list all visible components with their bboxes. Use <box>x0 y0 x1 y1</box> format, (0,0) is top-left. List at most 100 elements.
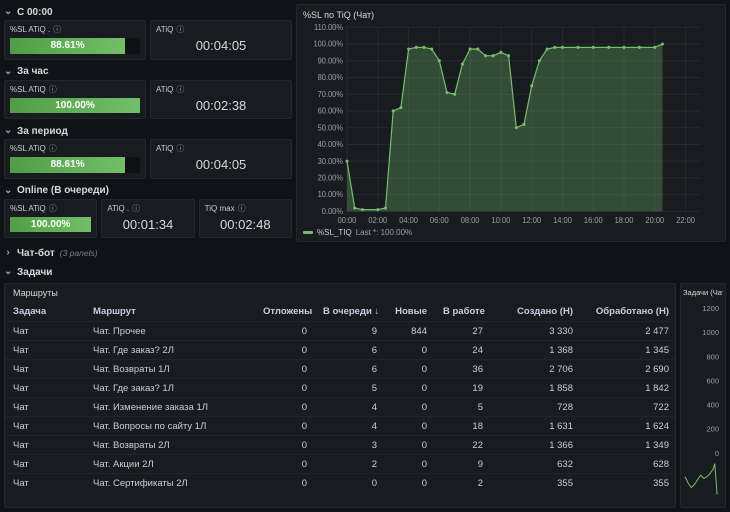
svg-text:400: 400 <box>707 401 719 410</box>
svg-text:1000: 1000 <box>702 328 719 337</box>
table-cell: 1 631 <box>491 416 581 436</box>
routes-table-body: Чат Чат. Прочее 0 9 844 27 3 330 2 477 Чат Чат. Г… <box>5 321 675 492</box>
stat-panel: TiQ max ⓘ 00:02:48 <box>198 198 292 238</box>
column-header[interactable]: Задача <box>13 306 47 317</box>
info-icon[interactable]: ⓘ <box>176 144 185 153</box>
svg-text:80.00%: 80.00% <box>318 73 344 82</box>
svg-text:14:00: 14:00 <box>553 216 572 225</box>
stat-panel: %SL ATiQ ⓘ 100.00% <box>4 198 98 238</box>
table-cell: 2 706 <box>491 359 581 379</box>
table-row[interactable]: Чат Чат. Вопросы по сайту 1Л 0 4 0 18 1 631 1 6… <box>5 416 675 436</box>
column-header[interactable]: В работе <box>443 306 485 317</box>
svg-text:0.00%: 0.00% <box>322 207 343 216</box>
stat-panel-title[interactable]: ATiQ ⓘ <box>151 140 291 155</box>
table-cell: 9 <box>315 321 385 341</box>
info-icon[interactable]: ⓘ <box>132 203 141 213</box>
column-header[interactable]: Отложены <box>263 306 313 317</box>
table-cell: 0 <box>385 378 435 398</box>
table-row[interactable]: Чат Чат. Где заказ? 2Л 0 6 0 24 1 368 1 345 <box>5 340 675 360</box>
legend-series-label[interactable]: %SL_TIQ <box>317 227 352 237</box>
column-header[interactable]: Создано (Н) <box>517 306 573 317</box>
table-row[interactable]: Чат Чат. Возвраты 2Л 0 3 0 22 1 366 1 349 <box>5 435 675 455</box>
stat-panel-title-text: ATiQ <box>156 84 174 94</box>
svg-text:30.00%: 30.00% <box>318 157 344 166</box>
table-cell: 0 <box>255 397 315 417</box>
svg-text:02:00: 02:00 <box>368 216 387 225</box>
stat-panel-title[interactable]: ATiQ . ⓘ <box>102 200 193 215</box>
stat-panel-title[interactable]: ATiQ ⓘ <box>151 21 291 36</box>
stat-panel-title-text: %SL ATiQ . <box>10 25 51 34</box>
info-icon[interactable]: ⓘ <box>176 84 185 94</box>
column-header[interactable]: Обработано (Н) <box>595 306 669 317</box>
table-row[interactable]: Чат Чат. Где заказ? 1Л 0 5 0 19 1 858 1 842 <box>5 378 675 398</box>
table-cell: 5 <box>315 378 385 398</box>
column-header[interactable]: В очереди ↓ <box>323 306 380 317</box>
table-cell: 9 <box>435 454 491 474</box>
routes-table-title[interactable]: Маршруты <box>13 288 58 298</box>
stat-panel-title[interactable]: %SL ATiQ ⓘ <box>5 200 96 215</box>
stat-panel: %SL ATiQ ⓘ 88.61% <box>4 139 146 179</box>
table-cell: Чат <box>5 416 85 436</box>
table-cell: 18 <box>435 416 491 436</box>
stat-panel-title[interactable]: TiQ max ⓘ <box>200 200 291 215</box>
svg-text:00:00: 00:00 <box>338 216 357 225</box>
stat-panel-title[interactable]: ATiQ ⓘ <box>151 81 291 96</box>
table-row[interactable]: Чат Чат. Акции 2Л 0 2 0 9 632 628 <box>5 454 675 474</box>
stat-value: 88.61% <box>50 40 85 52</box>
info-icon[interactable]: ⓘ <box>48 203 57 213</box>
row-tasks[interactable]: ⌄ Задачи <box>4 264 726 280</box>
tasks-chart[interactable]: 1200 1000 800 600 400 200 0 <box>683 299 723 505</box>
table-cell: 632 <box>491 454 581 474</box>
chart-panel-title[interactable]: %SL по TiQ (Чат) <box>303 10 375 20</box>
table-cell: Чат <box>5 321 85 341</box>
table-cell: Чат. Изменение заказа 1Л <box>85 397 255 417</box>
info-icon[interactable]: ⓘ <box>176 25 185 34</box>
gauge-fill: 88.61% <box>10 38 126 54</box>
stat-value: 00:04:05 <box>195 38 247 54</box>
sl-tiq-chart[interactable]: 0.00% 10.00% 20.00% 30.00% 40.00% 50.00% 60.00… <box>303 21 719 226</box>
routes-table: Задача Маршрут Отложены В очереди ↓ Новые В р… <box>5 302 675 492</box>
column-header[interactable]: Маршрут <box>93 306 136 317</box>
chevron-down-icon: ⌄ <box>4 184 13 196</box>
stat-panel-title[interactable]: %SL ATiQ ⓘ <box>5 81 145 96</box>
svg-text:16:00: 16:00 <box>584 216 603 225</box>
tasks-chart-title[interactable]: Задачи (Чат <box>683 288 723 297</box>
stat-panel-title[interactable]: %SL ATiQ . ⓘ <box>5 21 145 36</box>
table-row[interactable]: Чат Чат. Возвраты 1Л 0 6 0 36 2 706 2 690 <box>5 359 675 379</box>
svg-text:90.00%: 90.00% <box>318 56 344 65</box>
svg-text:1200: 1200 <box>702 304 719 313</box>
stat-panel-title-text: ATiQ . <box>107 203 130 213</box>
row-online[interactable]: ⌄ Online (В очереди) <box>4 183 292 199</box>
svg-text:70.00%: 70.00% <box>318 90 344 99</box>
table-cell: Чат <box>5 473 85 492</box>
table-cell: 2 690 <box>581 359 675 379</box>
row-from-midnight[interactable]: ⌄ С 00:00 <box>4 4 292 20</box>
row-title: Online (В очереди) <box>17 185 109 196</box>
table-cell: 5 <box>435 397 491 417</box>
info-icon[interactable]: ⓘ <box>237 203 246 213</box>
info-icon[interactable]: ⓘ <box>48 84 57 94</box>
table-row[interactable]: Чат Чат. Изменение заказа 1Л 0 4 0 5 728 722 <box>5 397 675 417</box>
info-icon[interactable]: ⓘ <box>53 25 62 34</box>
table-cell: Чат <box>5 435 85 455</box>
table-cell: 1 368 <box>491 340 581 360</box>
stat-value: 00:01:34 <box>122 216 174 232</box>
svg-text:600: 600 <box>707 376 719 385</box>
table-cell: 728 <box>491 397 581 417</box>
row-chatbot[interactable]: › Чат-бот (3 panels) <box>4 245 726 261</box>
stat-panel-title[interactable]: %SL ATiQ ⓘ <box>5 140 145 155</box>
row-hour[interactable]: ⌄ За час <box>4 64 292 80</box>
svg-text:800: 800 <box>707 352 719 361</box>
table-cell: 0 <box>255 359 315 379</box>
chevron-down-icon: ⌄ <box>4 65 13 77</box>
table-row[interactable]: Чат Чат. Прочее 0 9 844 27 3 330 2 477 <box>5 321 675 341</box>
info-icon[interactable]: ⓘ <box>48 144 57 153</box>
stat-panel: ATiQ ⓘ 00:04:05 <box>150 139 292 179</box>
column-header[interactable]: Новые <box>395 306 427 317</box>
stat-panel: %SL ATiQ ⓘ 100.00% <box>4 79 146 119</box>
row-period[interactable]: ⌄ За период <box>4 123 292 139</box>
table-cell: 0 <box>255 454 315 474</box>
svg-text:110.00%: 110.00% <box>314 23 343 32</box>
table-row[interactable]: Чат Чат. Сертификаты 2Л 0 0 0 2 355 355 <box>5 473 675 492</box>
tasks-chart-panel: Задачи (Чат 1200 1000 800 600 400 200 0 <box>680 283 726 508</box>
